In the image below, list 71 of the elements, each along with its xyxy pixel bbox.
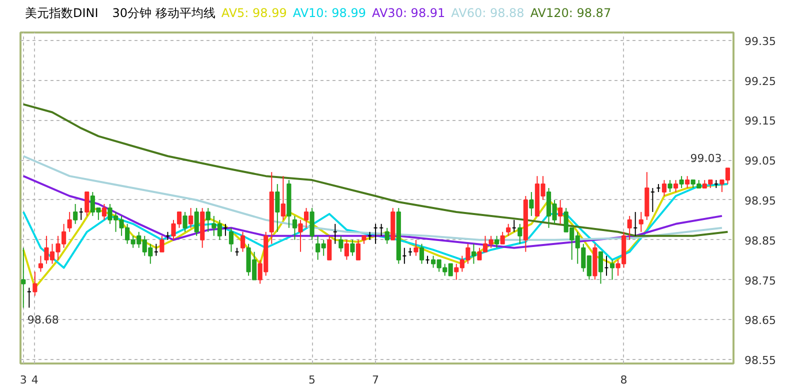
candlestick (275, 184, 280, 232)
candlestick (38, 255, 43, 272)
y-tick-label: 98.75 (744, 274, 776, 288)
line-series (22, 103, 729, 237)
candlestick (627, 215, 632, 240)
candlestick (304, 207, 309, 228)
chart-subtitle: 30分钟 移动平均线 (112, 6, 216, 20)
line-series (22, 175, 723, 249)
x-tick-label: 5 (308, 374, 316, 386)
candlestick (500, 231, 505, 244)
candlestick (598, 251, 604, 284)
candlestick (384, 227, 390, 244)
candlestick (228, 227, 234, 252)
y-tick-label: 98.85 (744, 234, 776, 248)
text: AV10: 98.99 (292, 6, 366, 20)
candlestick (529, 192, 534, 216)
candlestick (280, 176, 286, 220)
candlestick (419, 243, 424, 264)
candlestick (338, 235, 344, 252)
candlestick (506, 223, 511, 236)
candlestick (67, 211, 72, 232)
candlestick (685, 176, 690, 189)
candlestick (662, 180, 667, 197)
y-tick-label: 99.05 (744, 154, 776, 168)
text: AV30: 98.91 (372, 6, 446, 20)
annotation: 98.68 (27, 314, 59, 327)
text: AV5: 98.99 (221, 6, 287, 20)
candlestick (471, 243, 476, 264)
x-tick-label: 8 (620, 374, 628, 386)
annotation: 99.03 (690, 152, 722, 166)
x-tick-label: 3 (20, 374, 27, 386)
text: AV120: 98.87 (530, 6, 612, 20)
candlestick (160, 235, 164, 252)
candlestick (298, 219, 303, 252)
candlestick (350, 239, 355, 256)
y-tick-label: 98.95 (744, 194, 776, 208)
candlestick (558, 199, 563, 224)
candlestick (638, 211, 644, 232)
y-tick-label: 99.35 (744, 34, 776, 48)
y-tick-label: 98.55 (744, 354, 776, 368)
candlestick (327, 235, 332, 260)
candlestick (310, 207, 314, 240)
candlestick (673, 180, 678, 193)
candlestick (292, 215, 298, 240)
candlestick (344, 239, 349, 260)
candlestick (73, 203, 78, 224)
candlestick (414, 239, 418, 256)
candlestick (84, 192, 90, 216)
candlestick (194, 207, 199, 236)
candlestick (494, 235, 500, 248)
x-tick-label: 4 (31, 374, 38, 386)
line-series (22, 155, 723, 241)
y-tick-label: 99.15 (744, 114, 776, 128)
text: AV60: 98.88 (451, 6, 524, 20)
candlestick (518, 223, 522, 244)
candlestick (240, 231, 246, 252)
candlestick (679, 176, 684, 189)
candlestick (610, 259, 615, 280)
candlestick (356, 239, 361, 260)
line-series (22, 183, 729, 269)
candlestick (668, 180, 672, 193)
candlestick (206, 207, 210, 232)
candlestick (32, 271, 38, 296)
chart-title: 美元指数DINI (25, 6, 98, 20)
candlestick (102, 203, 106, 220)
candlestick (182, 211, 188, 232)
candlestick (21, 247, 26, 308)
y-tick-label: 99.25 (744, 74, 776, 88)
candlestick (188, 207, 194, 228)
y-tick-label: 98.65 (744, 314, 776, 328)
x-tick-label: 7 (372, 374, 380, 386)
